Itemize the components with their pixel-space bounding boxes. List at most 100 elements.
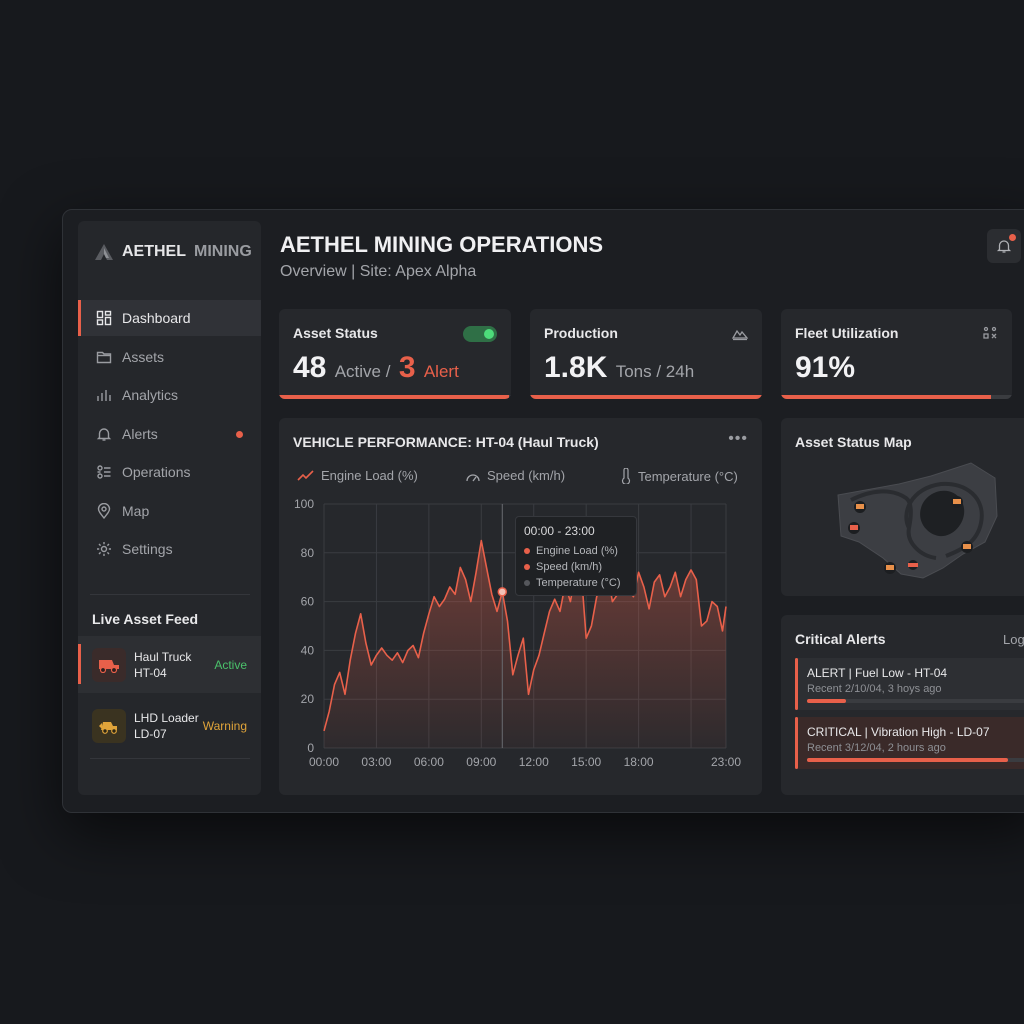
progress-fill	[807, 699, 847, 703]
tooltip-label: Temperature (°C)	[536, 577, 621, 589]
progress-fill	[279, 395, 509, 399]
sidebar-item-alerts[interactable]: Alerts	[78, 416, 261, 452]
sidebar-item-assets[interactable]: Assets	[78, 339, 261, 375]
sidebar-item-label: Dashboard	[122, 310, 191, 326]
sidebar-nav: Dashboard Assets Analytics Alerts Operat…	[78, 300, 261, 570]
asset-status-bar	[279, 395, 511, 399]
truck-marker-icon[interactable]	[854, 501, 866, 513]
engine-load-line	[323, 539, 727, 732]
gear-icon	[97, 542, 111, 556]
sidebar-item-label: Assets	[122, 348, 165, 365]
tooltip-row: Temperature (°C)	[524, 575, 628, 591]
tooltip-dot	[524, 548, 530, 554]
alert-progress	[807, 699, 1024, 703]
sidebar-item-label: Alerts	[122, 425, 158, 442]
panel-title: Asset Status Map	[795, 434, 912, 450]
asset-status-toggle[interactable]	[463, 326, 497, 342]
active-count: 48	[293, 351, 327, 384]
sidebar-item-dashboard[interactable]: Dashboard	[78, 300, 261, 336]
more-options-button[interactable]: •••	[728, 430, 748, 447]
production-card[interactable]: Production 1.8K Tons / 24h	[530, 309, 762, 399]
asset-status-card[interactable]: Asset Status 48 Active / 3 Alert	[279, 309, 511, 399]
status-badge: Warning	[202, 718, 247, 733]
sidebar-item-analytics[interactable]: Analytics	[78, 377, 261, 413]
production-unit: Tons / 24h	[615, 362, 695, 381]
card-title: Asset Status	[293, 325, 378, 341]
feed-item-name: LHD Loader LD-07	[134, 710, 199, 741]
critical-alerts-panel: Critical Alerts Log ALERT | Fuel Low - H…	[781, 615, 1024, 795]
y-tick-label: 20	[301, 692, 315, 706]
sidebar-item-label: Settings	[122, 541, 173, 557]
progress-fill	[530, 395, 762, 399]
status-badge: Active	[214, 657, 247, 672]
legend-engine-load[interactable]: Engine Load (%)	[297, 468, 418, 483]
truck-marker-icon[interactable]	[908, 560, 918, 570]
alerts-log-link[interactable]: Log	[1003, 632, 1024, 647]
live-feed-title: Live Asset Feed	[92, 611, 199, 627]
y-tick-label: 80	[301, 546, 315, 560]
y-tick-label: 0	[307, 741, 314, 755]
alert-time: Recent 3/12/04, 2 hours ago	[807, 742, 946, 754]
feed-item-lhd-loader[interactable]: LHD Loader LD-07 Warning	[78, 697, 261, 754]
site-map[interactable]	[781, 418, 1024, 596]
truck-marker-icon[interactable]	[951, 496, 963, 508]
tooltip-dot	[524, 564, 530, 570]
divider	[90, 594, 250, 595]
x-tick-label: 06:00	[414, 755, 444, 769]
notifications-button[interactable]	[987, 229, 1021, 263]
truck-marker-icon[interactable]	[884, 562, 896, 574]
mountain-icon	[732, 329, 748, 341]
card-title: Production	[544, 325, 618, 341]
dashboard-icon	[96, 310, 112, 326]
loader-icon	[92, 708, 126, 743]
thermometer-icon	[621, 468, 631, 484]
truck-marker-icon[interactable]	[961, 541, 973, 553]
sidebar-item-label: Map	[122, 502, 150, 519]
trend-line-icon	[297, 469, 314, 481]
brand-name: AETHEL	[122, 243, 186, 260]
asset-status-value: 48 Active / 3 Alert	[293, 351, 459, 385]
haul-truck-icon	[92, 647, 126, 682]
production-amount: 1.8K	[544, 351, 608, 384]
production-value: 1.8K Tons / 24h	[544, 351, 694, 385]
speedometer-icon	[466, 473, 480, 481]
progress-fill	[807, 758, 1008, 762]
sidebar-item-settings[interactable]: Settings	[78, 531, 261, 567]
x-tick-label: 00:00	[309, 755, 339, 769]
operations-icon	[97, 465, 111, 479]
legend-label: Engine Load (%)	[321, 468, 418, 483]
performance-chart[interactable]: 0 20 40 60 80 100 00:00 03:00 06:00 09:00 12:00 15:…	[279, 418, 762, 795]
feed-item-haul-truck[interactable]: Haul Truck HT-04 Active	[78, 636, 261, 693]
hover-point	[497, 587, 508, 597]
alert-item[interactable]: ALERT | Fuel Low - HT-04 Recent 2/10/04,…	[795, 658, 1024, 710]
production-bar	[530, 395, 762, 399]
legend-temperature[interactable]: Temperature (°C)	[620, 468, 738, 484]
fleet-bar	[781, 395, 1012, 399]
asset-status-map-panel: Asset Status Map	[781, 418, 1024, 596]
x-tick-label: 12:00	[519, 755, 549, 769]
legend-label: Temperature (°C)	[638, 468, 738, 484]
fleet-grid-icon	[983, 326, 997, 339]
card-title: Fleet Utilization	[795, 325, 899, 341]
fleet-value: 91%	[795, 351, 856, 384]
tooltip-row: Speed (km/h)	[524, 559, 628, 575]
y-tick-label: 40	[301, 643, 315, 657]
sidebar-item-map[interactable]: Map	[78, 493, 261, 529]
tooltip-dot	[524, 580, 530, 586]
logo-icon	[95, 244, 113, 260]
panel-title: VEHICLE PERFORMANCE: HT-04 (Haul Truck)	[293, 434, 599, 450]
truck-marker-icon[interactable]	[848, 522, 860, 534]
sidebar: AETHEL MINING Dashboard Assets Analytics …	[78, 221, 261, 795]
vehicle-performance-panel: VEHICLE PERFORMANCE: HT-04 (Haul Truck) …	[279, 418, 762, 795]
notification-dot	[1009, 234, 1016, 241]
legend-speed[interactable]: Speed (km/h)	[465, 468, 565, 483]
bell-icon	[996, 240, 1012, 253]
sidebar-item-operations[interactable]: Operations	[78, 454, 261, 490]
brand-logo[interactable]: AETHEL MINING	[94, 243, 252, 261]
legend-label: Speed (km/h)	[487, 468, 566, 483]
alert-item-critical[interactable]: CRITICAL | Vibration High - LD-07 Recent…	[795, 717, 1024, 769]
fleet-utilization-card[interactable]: Fleet Utilization 91%	[781, 309, 1012, 399]
alert-count: 3	[398, 351, 416, 384]
page-title: AETHEL MINING OPERATIONS	[280, 232, 604, 257]
alerts-badge-dot	[236, 430, 243, 438]
